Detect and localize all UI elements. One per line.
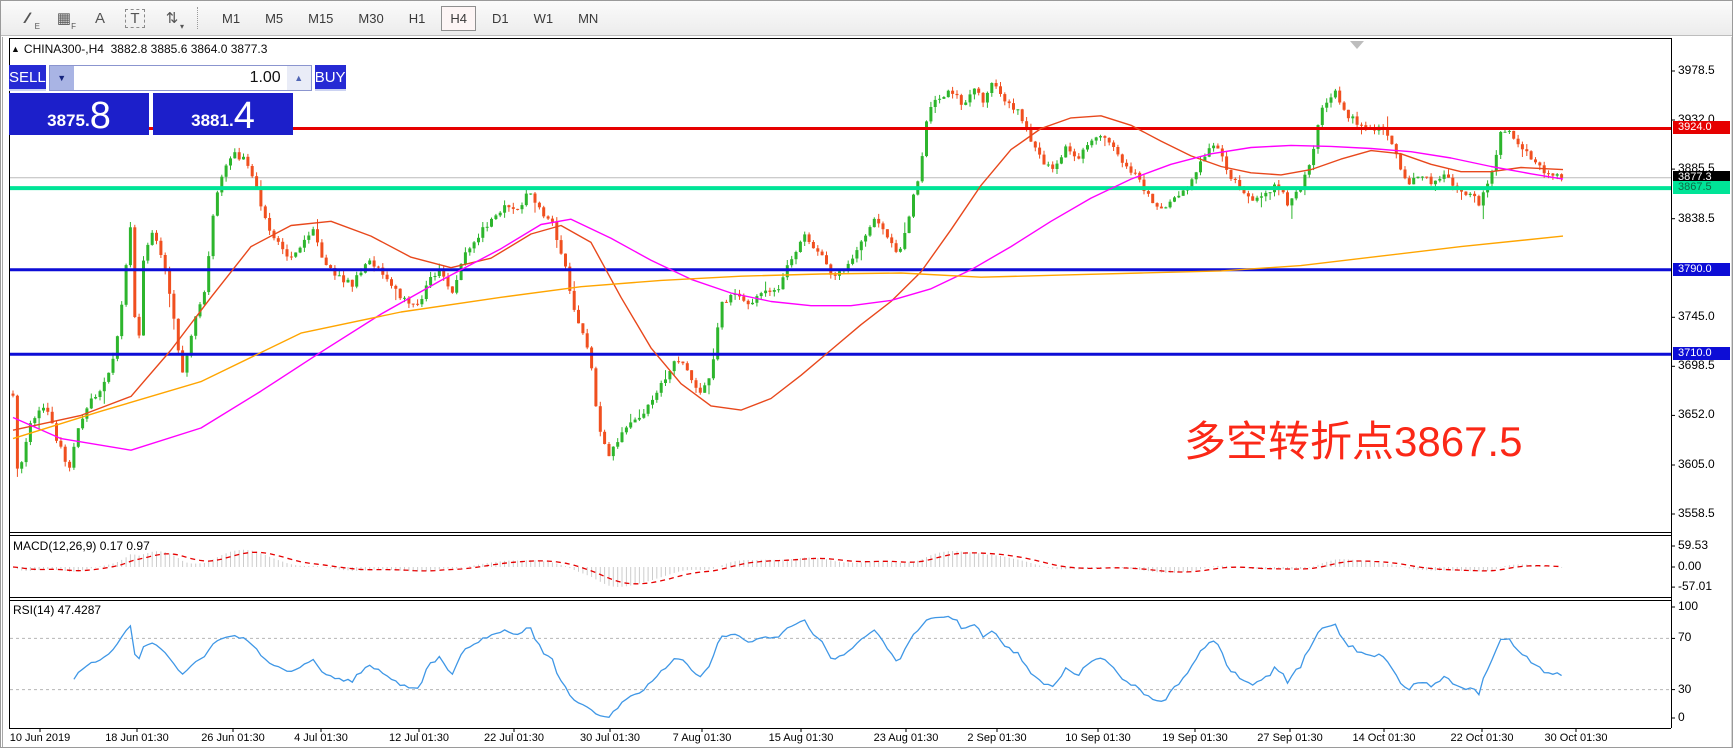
quantity-decrease-button[interactable]: ▼ <box>49 66 74 90</box>
cursor-modes-icon[interactable]: ⇅ ▾ <box>153 4 189 32</box>
timeframe-m30[interactable]: M30 <box>349 6 392 31</box>
macd-indicator-label: MACD(12,26,9) 0.17 0.97 <box>13 539 150 553</box>
rsi-indicator-label: RSI(14) 47.4287 <box>13 603 102 617</box>
sell-price-dot: . <box>84 111 90 130</box>
buy-button[interactable]: BUY <box>314 65 346 91</box>
toolbar: ∕∕∕ E ▦ F A T ⇅ ▾ M1 M5 M15 M30 H1 H4 D1 W1 MN <box>1 1 1732 36</box>
buy-price-panel[interactable]: 3881. 4 <box>153 93 293 135</box>
rsi-line <box>73 615 1562 719</box>
timeframe-h1[interactable]: H1 <box>400 6 435 31</box>
tool-icons-group: ∕∕∕ E ▦ F A T ⇅ ▾ <box>9 4 189 33</box>
header-ohlc-values: 3882.8 3885.6 3864.0 3877.3 <box>110 42 268 56</box>
timeframe-m15[interactable]: M15 <box>299 6 342 31</box>
sell-price-dec: 8 <box>89 94 111 137</box>
sell-button[interactable]: SELL <box>9 65 46 91</box>
trade-widget-top-row: SELL ▼ ▲ BUY <box>9 65 346 91</box>
timeframe-mn[interactable]: MN <box>569 6 607 31</box>
chart-annotation-text: 多空转折点3867.5 <box>1184 418 1523 465</box>
timeframe-m1[interactable]: M1 <box>213 6 249 31</box>
text-tool-icon[interactable]: A <box>81 4 117 32</box>
quantity-stepper: ▼ ▲ <box>48 65 312 91</box>
timeframe-w1[interactable]: W1 <box>525 6 563 31</box>
symbol-marker-icon: ▲ <box>11 44 20 54</box>
timeframe-h4[interactable]: H4 <box>441 5 476 31</box>
sell-price-panel[interactable]: 3875. 8 <box>9 93 149 135</box>
ma-fast-red <box>12 115 1564 431</box>
quantity-input[interactable] <box>73 66 287 90</box>
indicators-icon[interactable]: ∕∕∕ E <box>9 4 45 32</box>
triangle-down-icon: ▼ <box>57 73 67 83</box>
textbox-tool-icon[interactable]: T <box>117 4 153 32</box>
time-axis[interactable] <box>10 729 1671 747</box>
macd-signal-line <box>12 551 1562 585</box>
buy-price-dec: 4 <box>233 94 255 137</box>
ma-medium-magenta <box>12 144 1564 451</box>
sell-price-int: 3875 <box>47 111 85 130</box>
symbol-title: CHINA300-,H4 <box>23 42 104 56</box>
triangle-up-icon: ▲ <box>294 73 304 83</box>
trade-widget-price-row: 3875. 8 3881. 4 <box>9 93 293 135</box>
timeframe-buttons-group: M1 M5 M15 M30 H1 H4 D1 W1 MN <box>213 5 614 31</box>
price-axis[interactable] <box>1672 38 1732 728</box>
one-click-trading-widget: SELL ▼ ▲ BUY 3875.8 3881.4 <box>9 65 346 135</box>
buy-price-dot: . <box>228 111 234 130</box>
timeframe-d1[interactable]: D1 <box>483 6 518 31</box>
timeframe-m5[interactable]: M5 <box>256 6 292 31</box>
objects-grid-icon[interactable]: ▦ F <box>45 4 81 32</box>
buy-price-int: 3881 <box>191 111 229 130</box>
chart-header: ▲ CHINA300-,H4 3882.8 3885.6 3864.0 3877.… <box>11 42 267 56</box>
macd-histogram <box>16 549 1563 587</box>
toolbar-separator <box>197 7 199 29</box>
quantity-increase-button[interactable]: ▲ <box>286 66 311 90</box>
ma-slow-orange <box>12 235 1564 440</box>
object-anchor-marker <box>1350 41 1364 49</box>
